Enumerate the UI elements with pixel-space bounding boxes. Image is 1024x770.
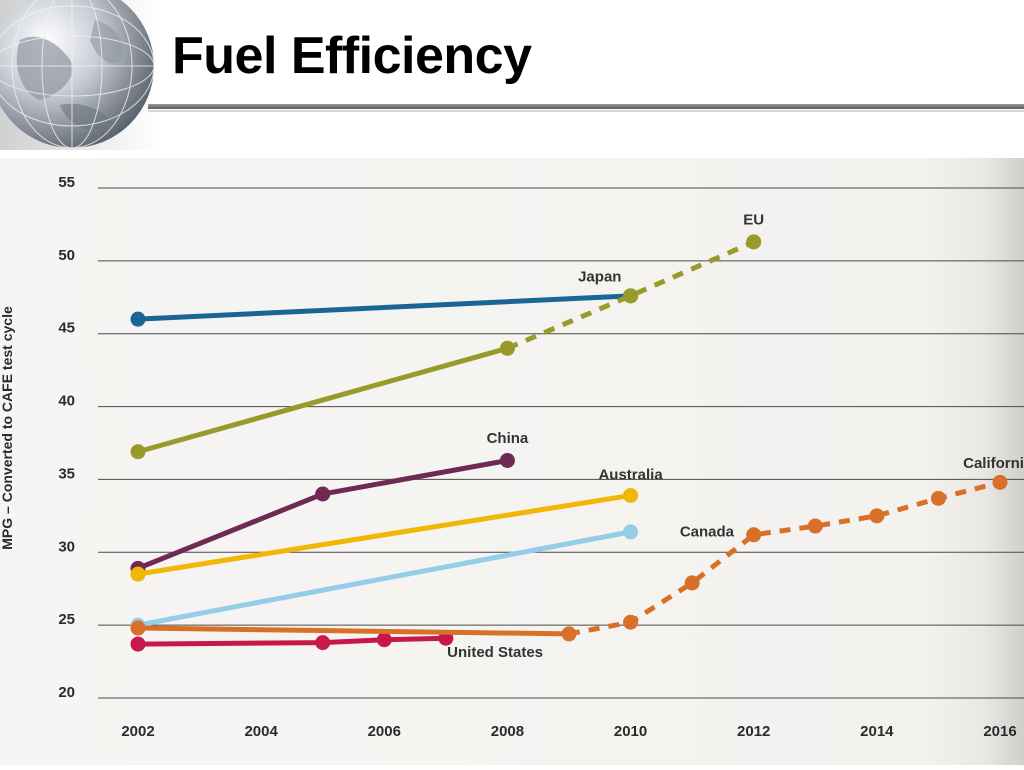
data-point — [130, 444, 146, 460]
data-point — [130, 566, 146, 582]
y-tick-labels: 20 25 30 35 40 45 50 55 — [58, 174, 75, 701]
data-point — [992, 474, 1008, 490]
slide-header: Fuel Efficiency — [0, 0, 1024, 158]
y-tick-label: 40 — [58, 393, 75, 410]
y-axis-label: MPG – Converted to CAFE test cycle — [0, 306, 15, 550]
data-point — [623, 487, 639, 503]
globe-icon — [0, 0, 160, 150]
data-point — [623, 288, 639, 304]
data-point — [746, 527, 762, 543]
series-united-states — [130, 630, 454, 652]
x-tick-label: 2016 — [983, 723, 1016, 740]
series-label: Canada — [680, 523, 735, 540]
series-label: Japan — [578, 268, 621, 285]
data-point — [561, 626, 577, 642]
grid-lines — [98, 187, 1024, 699]
series-label: California — [963, 455, 1024, 472]
data-point — [315, 635, 331, 651]
x-tick-label: 2004 — [244, 723, 278, 740]
x-tick-labels: 2002 2004 2006 2008 2010 2012 2014 2016 — [121, 723, 1016, 740]
x-tick-label: 2002 — [121, 723, 154, 740]
series-label: United States — [447, 644, 543, 661]
series-line — [135, 635, 449, 647]
series-japan — [130, 288, 639, 327]
y-tick-label: 25 — [58, 611, 75, 628]
series-lines — [130, 234, 1008, 652]
data-point — [376, 632, 392, 648]
data-point — [746, 234, 762, 250]
y-tick-label: 30 — [58, 538, 75, 555]
title-underline — [148, 104, 1024, 109]
y-tick-label: 55 — [58, 174, 75, 191]
slide-title: Fuel Efficiency — [172, 27, 532, 85]
y-tick-label: 35 — [58, 465, 75, 482]
data-point — [623, 614, 639, 630]
series-line-projected — [506, 239, 755, 351]
data-point — [130, 311, 146, 327]
series-line — [135, 345, 510, 455]
chart-area: 20 25 30 35 40 45 50 55 2002 2004 2006 2008 2010 201… — [0, 158, 1024, 765]
y-tick-label: 50 — [58, 247, 75, 264]
y-tick-label: 45 — [58, 320, 75, 337]
data-point — [130, 636, 146, 652]
series-eu — [130, 234, 762, 460]
series-line — [135, 293, 634, 322]
series-line-projected — [568, 479, 1001, 637]
data-point — [499, 452, 515, 468]
fuel-efficiency-chart: 20 25 30 35 40 45 50 55 2002 2004 2006 2008 2010 201… — [0, 174, 1024, 740]
series-label: China — [487, 430, 529, 447]
data-point — [869, 508, 885, 524]
data-point — [315, 486, 331, 502]
x-tick-label: 2012 — [737, 723, 770, 740]
series-line — [135, 529, 634, 628]
series-labels: Japan EU China Australia Canada United States… — [447, 211, 1024, 661]
series-australia — [130, 487, 639, 582]
data-point — [130, 620, 146, 636]
x-tick-label: 2008 — [491, 723, 524, 740]
data-point — [684, 575, 700, 591]
series-line — [135, 625, 572, 637]
data-point — [807, 518, 823, 534]
series-label: EU — [743, 211, 764, 228]
x-tick-label: 2006 — [368, 723, 401, 740]
series-california — [130, 474, 1008, 642]
y-tick-label: 20 — [58, 684, 75, 701]
data-point — [930, 490, 946, 506]
series-line — [135, 492, 634, 577]
series-china — [130, 452, 515, 576]
data-point — [499, 340, 515, 356]
data-point — [623, 524, 639, 540]
title-underline-shadow — [148, 110, 1024, 112]
series-label: Australia — [598, 466, 663, 483]
x-tick-label: 2010 — [614, 723, 647, 740]
x-tick-label: 2014 — [860, 723, 894, 740]
